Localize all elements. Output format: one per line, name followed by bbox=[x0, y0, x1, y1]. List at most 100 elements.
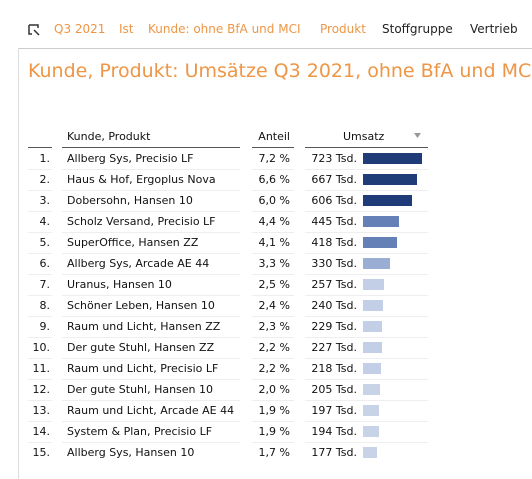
sales-bar bbox=[363, 405, 380, 416]
row-separator bbox=[305, 169, 428, 170]
row-separator bbox=[252, 337, 294, 338]
row-separator bbox=[252, 379, 294, 380]
sales-bar bbox=[363, 258, 390, 269]
row-separator bbox=[62, 316, 240, 317]
column-header[interactable]: Anteil bbox=[258, 130, 290, 143]
sales-bar bbox=[363, 426, 379, 437]
row-separator bbox=[62, 211, 240, 212]
sales-bar bbox=[363, 216, 400, 227]
rank: 12. bbox=[32, 383, 51, 396]
rank: 14. bbox=[32, 425, 51, 438]
row-separator bbox=[62, 400, 240, 401]
row-name: Schöner Leben, Hansen 10 bbox=[67, 299, 215, 312]
share: 2,2 % bbox=[258, 362, 290, 375]
tab[interactable]: Stoffgruppe bbox=[382, 22, 453, 36]
row-name: SuperOffice, Hansen ZZ bbox=[67, 236, 199, 249]
sales-label: 240 Tsd. bbox=[311, 299, 357, 312]
sales-bar bbox=[363, 342, 382, 353]
rank: 2. bbox=[39, 173, 51, 186]
row-separator bbox=[28, 295, 52, 296]
rank: 1. bbox=[39, 152, 51, 165]
share: 7,2 % bbox=[258, 152, 290, 165]
row-separator bbox=[252, 421, 294, 422]
row-separator bbox=[28, 316, 52, 317]
row-name: Raum und Licht, Hansen ZZ bbox=[67, 320, 221, 333]
row-separator bbox=[28, 358, 52, 359]
column-header[interactable]: Umsatz bbox=[343, 130, 385, 143]
rank: 8. bbox=[39, 299, 51, 312]
row-separator bbox=[305, 337, 428, 338]
sales-bar bbox=[363, 279, 384, 290]
tab[interactable]: Produkt bbox=[320, 22, 366, 36]
row-separator bbox=[252, 442, 294, 443]
left-border bbox=[18, 48, 19, 479]
row-separator bbox=[28, 274, 52, 275]
sales-label: 194 Tsd. bbox=[311, 425, 357, 438]
row-separator bbox=[252, 400, 294, 401]
sort-icon[interactable] bbox=[414, 133, 421, 139]
share: 1,7 % bbox=[258, 446, 290, 459]
sales-bar bbox=[363, 195, 413, 206]
row-name: System & Plan, Precisio LF bbox=[67, 425, 213, 438]
sales-bar bbox=[363, 363, 381, 374]
rank: 5. bbox=[39, 236, 51, 249]
share: 4,1 % bbox=[258, 236, 290, 249]
column-header[interactable]: Kunde, Produkt bbox=[67, 130, 151, 143]
share: 6,0 % bbox=[258, 194, 290, 207]
row-separator bbox=[305, 190, 428, 191]
row-separator bbox=[62, 190, 240, 191]
share: 2,4 % bbox=[258, 299, 290, 312]
tab[interactable]: Kunde: ohne BfA und MCI bbox=[148, 22, 301, 36]
row-separator bbox=[28, 421, 52, 422]
menu-icon[interactable] bbox=[28, 24, 40, 36]
row-separator bbox=[62, 295, 240, 296]
sales-bar bbox=[363, 321, 382, 332]
share: 2,3 % bbox=[258, 320, 290, 333]
rank: 15. bbox=[32, 446, 51, 459]
row-separator bbox=[305, 442, 428, 443]
rank: 7. bbox=[39, 278, 51, 291]
row-separator bbox=[28, 442, 52, 443]
row-separator bbox=[305, 295, 428, 296]
share: 3,3 % bbox=[258, 257, 290, 270]
row-separator bbox=[28, 379, 52, 380]
tab[interactable]: Q3 2021 bbox=[54, 22, 106, 36]
row-separator bbox=[252, 316, 294, 317]
row-separator bbox=[28, 211, 52, 212]
sales-bar bbox=[363, 384, 380, 395]
row-separator bbox=[62, 274, 240, 275]
rank: 11. bbox=[32, 362, 51, 375]
share: 2,2 % bbox=[258, 341, 290, 354]
row-name: Uranus, Hansen 10 bbox=[67, 278, 172, 291]
tab[interactable]: Vertrieb bbox=[470, 22, 518, 36]
row-separator bbox=[305, 379, 428, 380]
row-name: Haus & Hof, Ergoplus Nova bbox=[67, 173, 216, 186]
rank: 3. bbox=[39, 194, 51, 207]
share: 6,6 % bbox=[258, 173, 290, 186]
row-separator bbox=[28, 232, 52, 233]
sales-label: 606 Tsd. bbox=[311, 194, 357, 207]
row-separator bbox=[252, 232, 294, 233]
row-separator bbox=[252, 190, 294, 191]
row-separator bbox=[305, 421, 428, 422]
sales-label: 205 Tsd. bbox=[311, 383, 357, 396]
row-separator bbox=[28, 400, 52, 401]
row-separator bbox=[305, 358, 428, 359]
rank: 9. bbox=[39, 320, 51, 333]
row-separator bbox=[62, 442, 240, 443]
sales-bar bbox=[363, 447, 378, 458]
sales-label: 667 Tsd. bbox=[311, 173, 357, 186]
row-name: Dobersohn, Hansen 10 bbox=[67, 194, 193, 207]
sales-bar bbox=[363, 153, 422, 164]
header-line bbox=[28, 147, 52, 148]
row-separator bbox=[62, 379, 240, 380]
row-separator bbox=[252, 358, 294, 359]
row-separator bbox=[305, 274, 428, 275]
sales-label: 418 Tsd. bbox=[311, 236, 357, 249]
row-name: Allberg Sys, Precisio LF bbox=[67, 152, 194, 165]
sales-label: 218 Tsd. bbox=[311, 362, 357, 375]
row-separator bbox=[28, 253, 52, 254]
tab[interactable]: Ist bbox=[119, 22, 134, 36]
sales-bar bbox=[363, 174, 418, 185]
row-separator bbox=[252, 295, 294, 296]
